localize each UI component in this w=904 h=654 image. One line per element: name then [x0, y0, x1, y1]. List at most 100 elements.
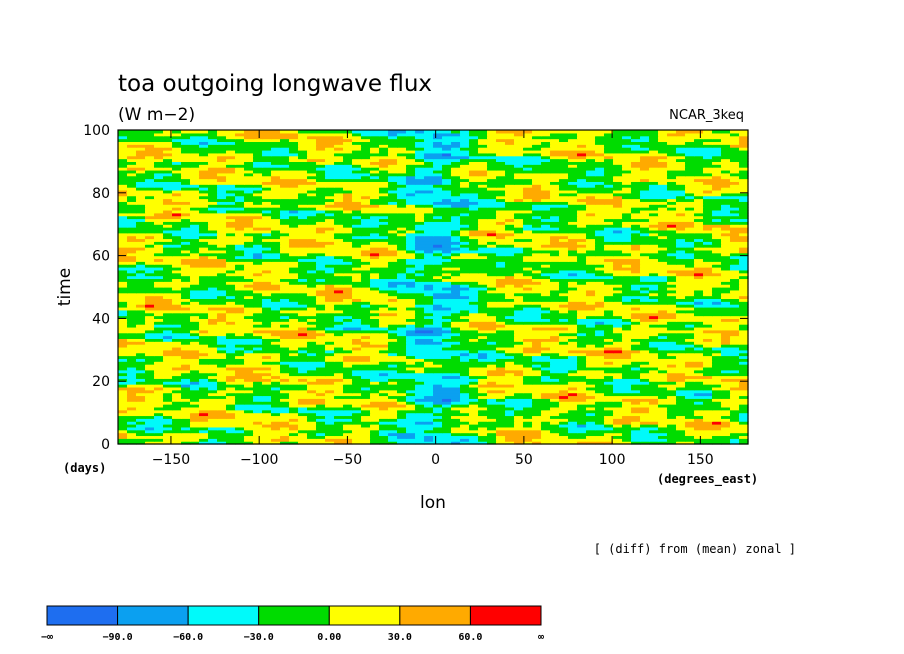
- field-cell: [199, 366, 209, 371]
- field-cell: [631, 312, 641, 317]
- field-cell: [199, 329, 209, 334]
- field-cell: [658, 241, 668, 245]
- field-cell: [271, 284, 281, 288]
- field-cell: [721, 346, 731, 351]
- field-cell: [712, 429, 722, 434]
- field-cell: [622, 278, 632, 282]
- field-cell: [199, 287, 209, 291]
- field-cell: [181, 389, 191, 394]
- field-cell: [163, 398, 173, 402]
- field-cell: [604, 244, 614, 248]
- field-cell: [595, 289, 605, 294]
- field-cell: [298, 284, 308, 288]
- field-cell: [685, 406, 695, 411]
- field-cell: [658, 255, 668, 260]
- field-cell: [685, 424, 695, 428]
- field-cell: [370, 361, 380, 365]
- field-cell: [271, 261, 281, 265]
- plot-area: [117, 129, 749, 445]
- field-cell: [397, 289, 407, 294]
- field-cell: [334, 392, 344, 397]
- field-cell: [442, 295, 452, 300]
- field-cell: [352, 412, 362, 417]
- field-cell: [496, 424, 506, 428]
- field-cell: [649, 364, 659, 368]
- field-cell: [658, 335, 668, 339]
- field-cell: [217, 298, 227, 302]
- field-cell: [676, 392, 686, 397]
- field-cell: [271, 412, 281, 417]
- field-cell: [703, 361, 713, 365]
- field-cell: [127, 424, 137, 428]
- field-cell: [721, 372, 731, 377]
- field-cell: [343, 364, 353, 368]
- field-cell: [307, 326, 317, 331]
- field-cell: [514, 435, 524, 439]
- field-cell: [118, 361, 128, 365]
- field-cell: [190, 287, 200, 291]
- field-cell: [325, 255, 335, 260]
- field-cell: [541, 372, 551, 377]
- field-cell: [163, 278, 173, 282]
- field-cell: [154, 306, 164, 311]
- field-cell: [469, 421, 479, 425]
- field-cell: [694, 258, 704, 262]
- field-cell: [163, 267, 173, 271]
- field-cell: [721, 247, 731, 251]
- field-cell: [154, 338, 164, 342]
- field-cell: [127, 395, 137, 399]
- field-cell: [523, 398, 533, 402]
- field-cell: [280, 412, 290, 417]
- field-cell: [235, 432, 245, 437]
- field-cell: [262, 241, 272, 245]
- field-cell: [685, 401, 695, 405]
- field-cell: [559, 372, 569, 377]
- field-cell: [532, 335, 542, 339]
- field-cell: [586, 289, 596, 294]
- field-cell: [208, 264, 218, 268]
- field-cell: [604, 398, 614, 402]
- field-cell: [118, 326, 128, 331]
- field-cell: [397, 264, 407, 268]
- field-cell: [415, 252, 425, 257]
- field-cell: [415, 352, 425, 357]
- field-cell: [334, 429, 344, 434]
- field-cell: [703, 309, 713, 314]
- field-cell: [154, 269, 164, 274]
- field-cell: [271, 386, 281, 391]
- field-cell: [181, 284, 191, 288]
- field-cell: [676, 372, 686, 377]
- field-cell: [658, 401, 668, 405]
- field-cell: [334, 315, 344, 319]
- field-cell: [613, 332, 623, 337]
- field-cell: [640, 381, 650, 385]
- field-cell: [658, 306, 668, 311]
- field-cell: [676, 287, 686, 291]
- field-cell: [469, 306, 479, 311]
- field-cell: [154, 255, 164, 260]
- field-cell: [361, 364, 371, 368]
- field-cell: [532, 312, 542, 317]
- field-cell: [181, 401, 191, 405]
- field-cell: [451, 304, 461, 308]
- field-cell: [424, 332, 434, 337]
- field-cell: [298, 415, 308, 419]
- field-cell: [721, 269, 731, 274]
- field-cell: [487, 381, 497, 385]
- field-cell: [208, 289, 218, 294]
- field-cell: [280, 438, 290, 442]
- field-cell: [352, 304, 362, 308]
- field-cell: [595, 267, 605, 271]
- field-cell: [631, 249, 641, 254]
- field-cell: [199, 426, 209, 431]
- field-cell: [433, 341, 443, 345]
- field-cell: [397, 318, 407, 322]
- field-cell: [253, 361, 263, 365]
- field-cell: [487, 406, 497, 411]
- field-cell: [550, 326, 560, 331]
- field-cell: [163, 369, 173, 374]
- field-cell: [523, 261, 533, 265]
- field-cell: [370, 275, 380, 280]
- field-cell: [514, 338, 524, 342]
- field-cell: [532, 418, 542, 422]
